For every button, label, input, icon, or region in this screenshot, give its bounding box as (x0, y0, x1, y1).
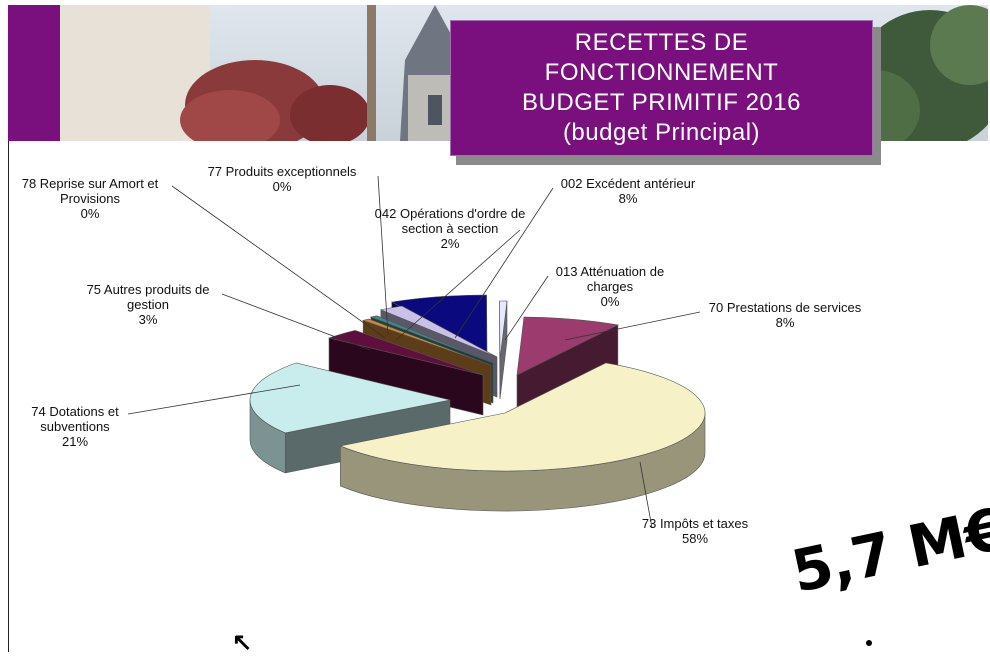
slice-label-7-1: 042 Opérations d'ordre de (375, 206, 526, 221)
slice-value-label-2: 58% (682, 531, 708, 546)
partial-symbol: ↖ (232, 628, 252, 657)
slice-value-label-3: 21% (62, 434, 88, 449)
slice-value-label-4: 3% (139, 312, 158, 327)
leader-line-4 (222, 294, 370, 350)
slice-label-7-2: section à section (402, 221, 499, 236)
slice-label-5-2: Provisions (60, 191, 120, 206)
slice-label-4-1: 75 Autres produits de (87, 282, 210, 297)
slice-label-3-2: subventions (40, 419, 110, 434)
slice-value-label-9: 0% (601, 294, 620, 309)
slice-value-label-7: 2% (441, 236, 460, 251)
slice-value-label-1: 8% (776, 315, 795, 330)
pie-slice-9 (500, 301, 507, 399)
slice-label-8-1: 002 Excédent antérieur (561, 176, 696, 191)
slice-value-label-8: 8% (619, 191, 638, 206)
slice-value-label-6: 0% (273, 179, 292, 194)
partial-dot (866, 640, 872, 646)
slice-label-6-1: 77 Produits exceptionnels (208, 164, 357, 179)
slice-label-2-1: 73 Impôts et taxes (642, 516, 749, 531)
slice-label-5-1: 78 Reprise sur Amort et (22, 176, 159, 191)
slice-label-3-1: 74 Dotations et (31, 404, 119, 419)
slice-label-4-2: gestion (127, 297, 169, 312)
slice-label-9-1: 013 Atténuation de (556, 264, 664, 279)
slice-value-label-5: 0% (81, 206, 100, 221)
slice-label-9-2: charges (587, 279, 634, 294)
slice-label-1-1: 70 Prestations de services (709, 300, 862, 315)
